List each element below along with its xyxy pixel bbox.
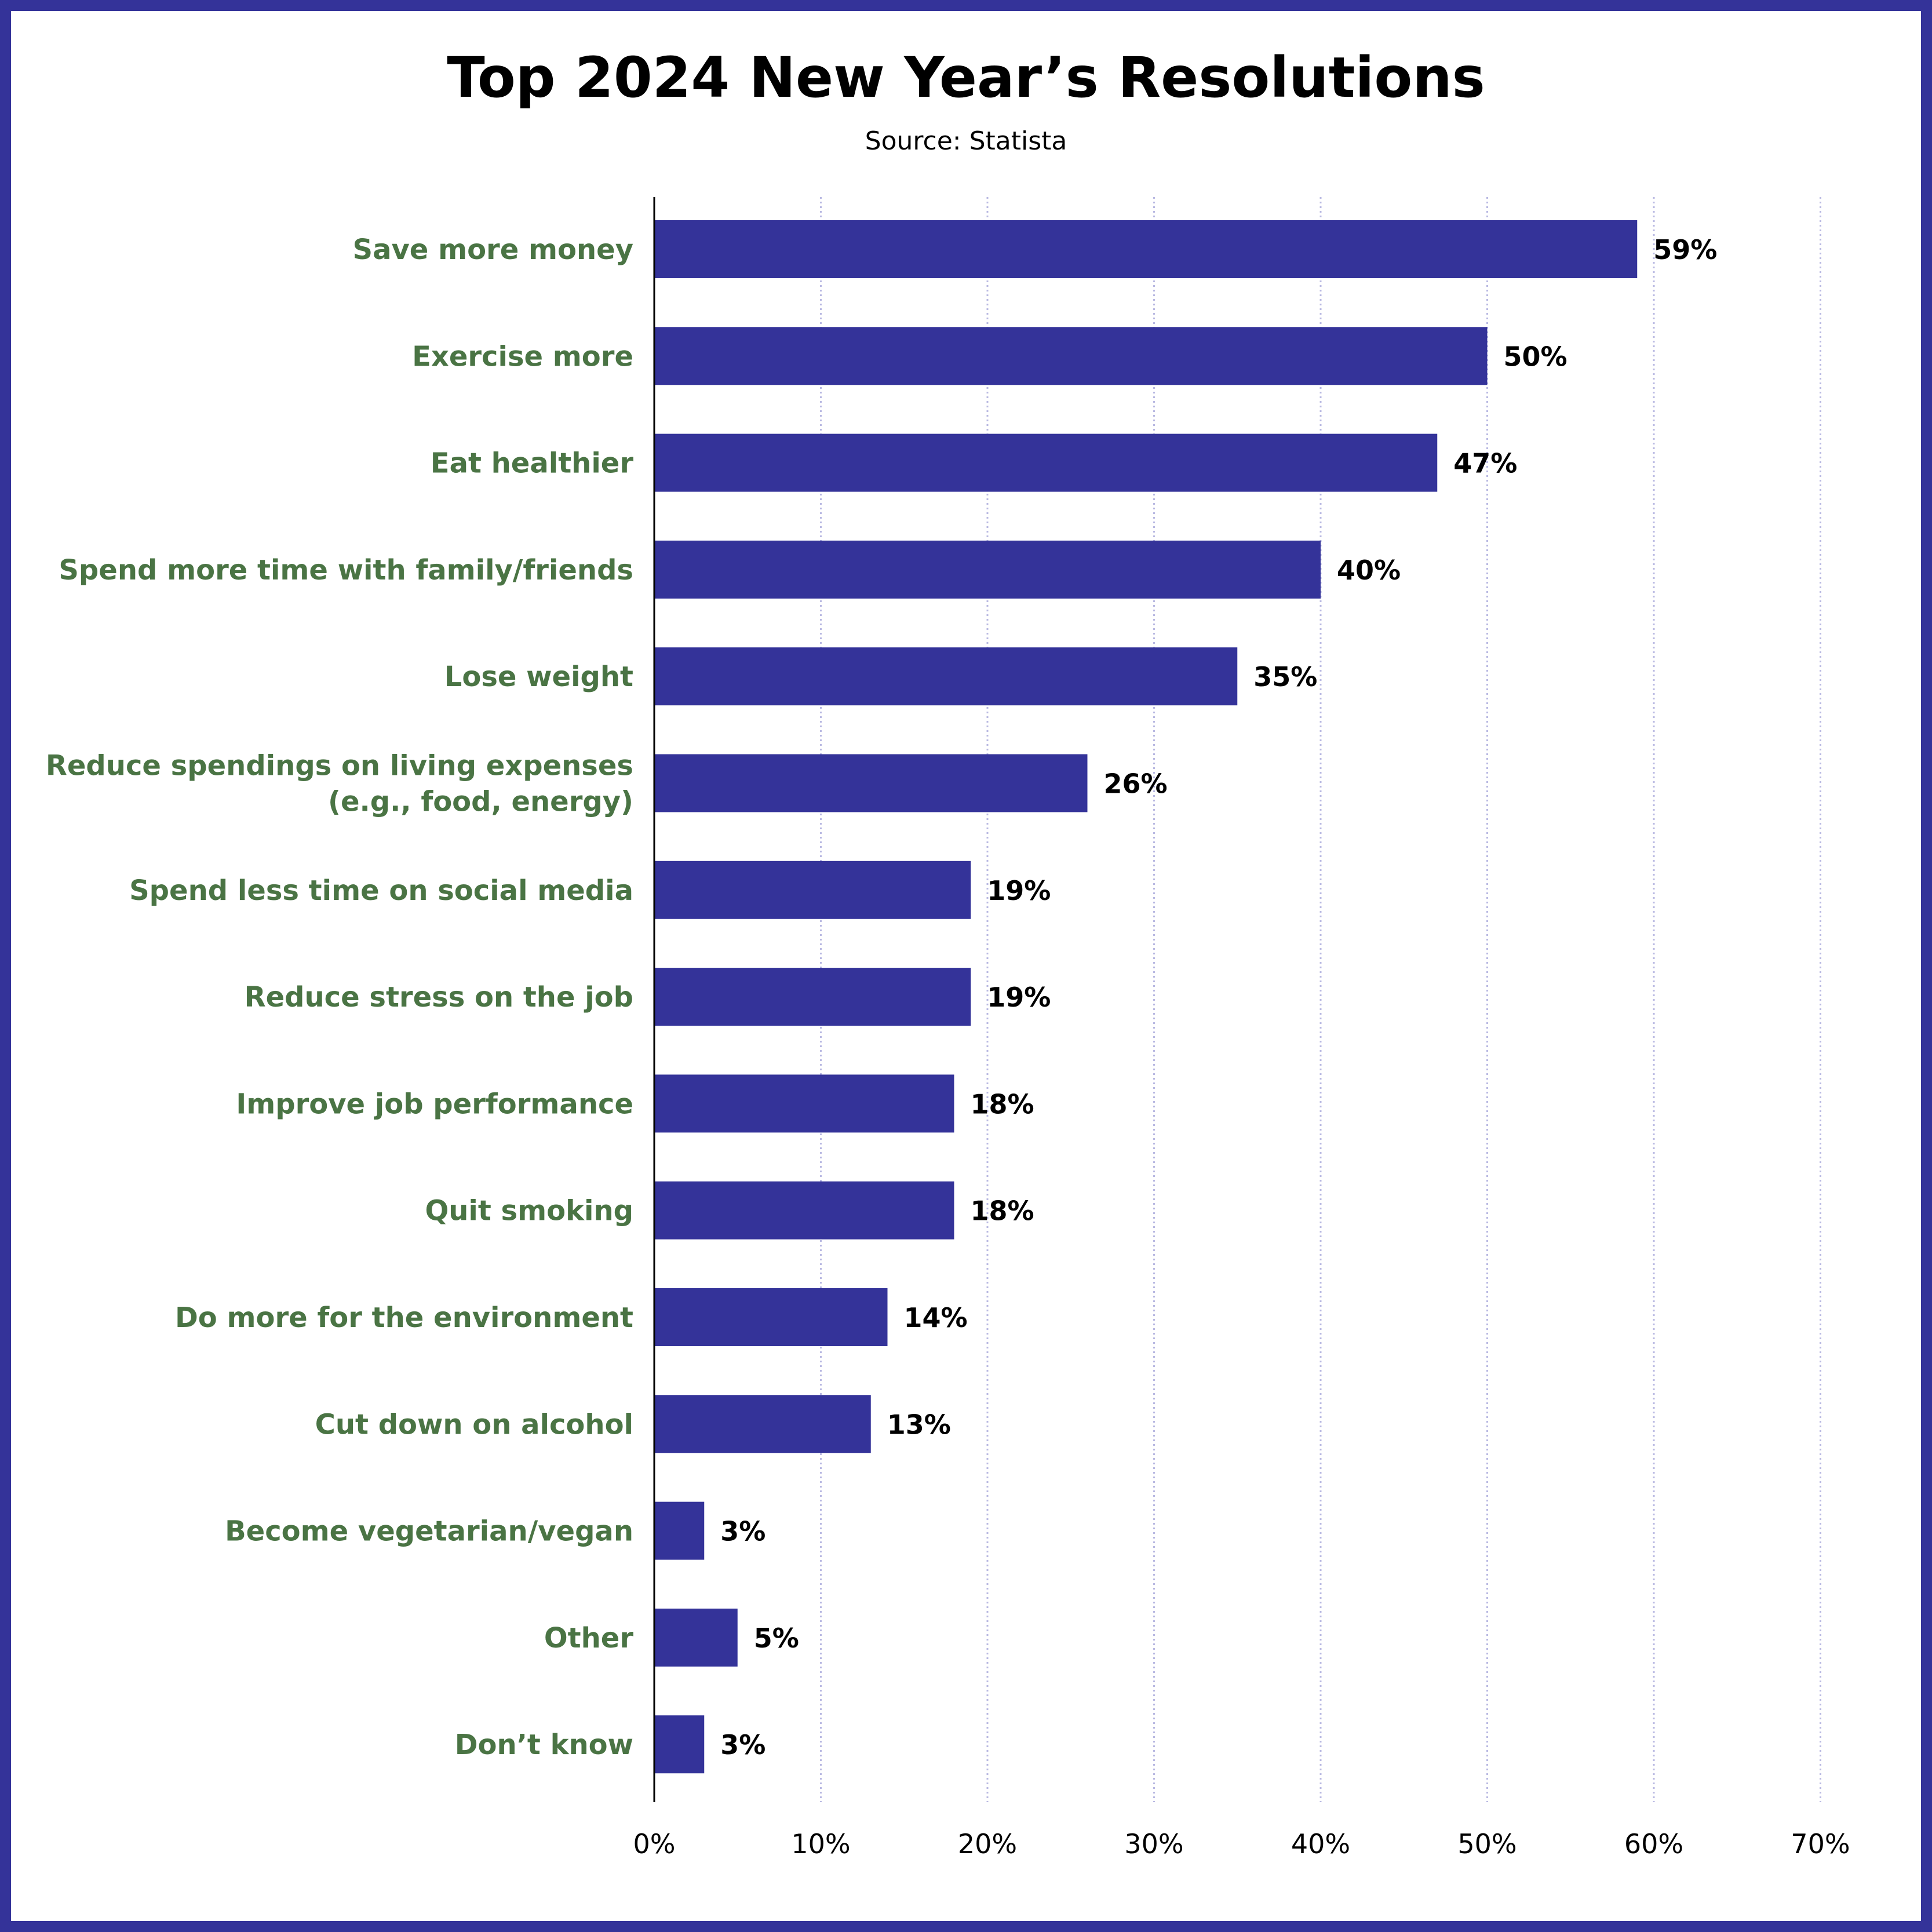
category-label: Improve job performance xyxy=(236,1088,633,1120)
bar xyxy=(654,1288,888,1346)
category-label: Spend more time with family/friends xyxy=(59,554,633,586)
bar xyxy=(654,1501,705,1560)
category-labels: Save more money Exercise more Eat healthie… xyxy=(46,234,633,1761)
x-tick-label: 20% xyxy=(958,1828,1017,1860)
value-label: 47% xyxy=(1453,448,1517,479)
value-label: 5% xyxy=(754,1623,799,1654)
x-tick-label: 50% xyxy=(1457,1828,1517,1860)
category-label: Save more money xyxy=(353,234,633,266)
value-label: 14% xyxy=(904,1302,968,1333)
bar xyxy=(654,647,1238,706)
bars xyxy=(654,220,1638,1774)
bar xyxy=(654,1715,705,1774)
value-label: 3% xyxy=(720,1729,765,1760)
value-labels: 59% 50% 47% 40% 35% 26% 19% 19% 18% 18% 14% 13% 3% 5%… xyxy=(720,234,1717,1760)
value-label: 19% xyxy=(987,875,1051,906)
bar xyxy=(654,968,971,1026)
value-label: 19% xyxy=(987,982,1051,1013)
bar xyxy=(654,220,1638,278)
category-label: Don’t know xyxy=(455,1729,633,1761)
bar xyxy=(654,754,1088,812)
chart-subtitle: Source: Statista xyxy=(865,126,1067,156)
x-axis-ticks: 0% 10% 20% 30% 40% 50% 60% 70% xyxy=(633,1828,1850,1860)
x-tick-label: 0% xyxy=(633,1828,676,1860)
x-tick-label: 70% xyxy=(1791,1828,1850,1860)
category-label: Exercise more xyxy=(412,340,633,373)
bar xyxy=(654,327,1488,385)
value-label: 59% xyxy=(1653,234,1717,265)
category-label: Cut down on alcohol xyxy=(315,1408,633,1441)
x-tick-label: 10% xyxy=(791,1828,850,1860)
category-label: Do more for the environment xyxy=(175,1302,633,1334)
bar xyxy=(654,1074,954,1133)
x-tick-label: 30% xyxy=(1124,1828,1183,1860)
value-label: 26% xyxy=(1104,768,1168,800)
category-label: Reduce stress on the job xyxy=(245,981,633,1014)
bar xyxy=(654,861,971,919)
category-label: Eat healthier xyxy=(431,447,634,480)
value-label: 13% xyxy=(887,1409,951,1440)
value-label: 35% xyxy=(1253,661,1317,692)
category-label: Spend less time on social media xyxy=(129,874,633,907)
category-label: Quit smoking xyxy=(425,1195,633,1227)
x-tick-label: 60% xyxy=(1624,1828,1683,1860)
category-label: Other xyxy=(544,1622,633,1654)
x-tick-label: 40% xyxy=(1291,1828,1350,1860)
category-label: Become vegetarian/vegan xyxy=(225,1515,633,1548)
bar xyxy=(654,1181,954,1240)
value-label: 40% xyxy=(1337,555,1401,586)
value-label: 18% xyxy=(971,1088,1034,1120)
category-label: Lose weight xyxy=(444,661,633,693)
chart-title: Top 2024 New Year’s Resolutions xyxy=(447,45,1485,110)
category-label: Reduce spendings on living expenses (e.g.… xyxy=(46,750,633,818)
bar xyxy=(654,540,1321,599)
value-label: 50% xyxy=(1504,341,1568,372)
value-label: 3% xyxy=(720,1516,765,1547)
bar xyxy=(654,1395,871,1453)
bar xyxy=(654,1608,738,1667)
value-label: 18% xyxy=(971,1195,1034,1227)
bar xyxy=(654,433,1438,492)
